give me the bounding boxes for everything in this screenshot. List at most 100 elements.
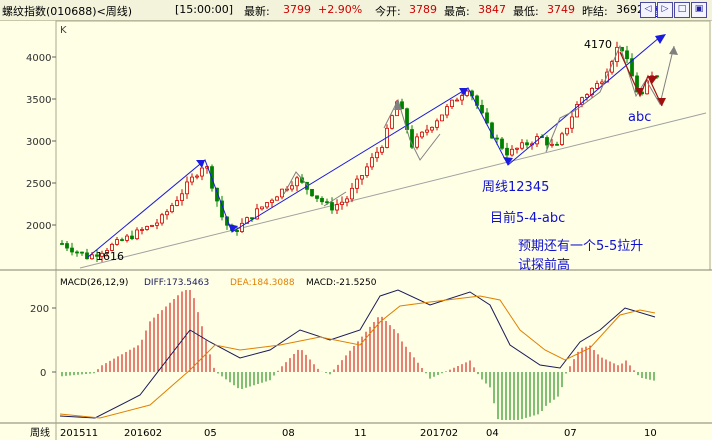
candle-body — [175, 200, 179, 206]
latest-value: 3799 — [283, 3, 311, 16]
current-wave-label: 目前5-4-abc — [490, 210, 565, 226]
candle-body — [495, 137, 499, 140]
x-tick: 08 — [282, 428, 295, 439]
price-panel-frame — [55, 20, 711, 271]
candle-body — [330, 202, 334, 211]
candle-body — [250, 217, 254, 220]
maximize-icon[interactable]: ▣ — [691, 2, 707, 18]
candle-body — [225, 216, 229, 226]
x-tick: 04 — [486, 428, 499, 439]
candle-body — [160, 214, 164, 224]
candle-body — [625, 50, 629, 60]
candle-body — [630, 58, 634, 77]
candle-body — [295, 177, 299, 187]
macd-y-tick-0: 0 — [40, 368, 46, 379]
low-label: 最低: — [513, 5, 539, 18]
macd-params: MACD(26,12,9) — [60, 278, 128, 288]
candle-body — [85, 252, 89, 260]
k-label: K — [60, 25, 67, 36]
candle-body — [270, 199, 274, 203]
candle-body — [510, 148, 514, 156]
candle-body — [290, 185, 294, 190]
candle-body — [350, 187, 354, 200]
wave-arrow-2 — [228, 224, 238, 232]
candle-body — [140, 229, 144, 231]
candle-body — [555, 143, 559, 146]
candle-body — [335, 204, 339, 211]
candle-body — [275, 196, 279, 201]
macd-diff-label: DIFF:173.5463 — [144, 278, 209, 288]
candle-body — [340, 201, 344, 205]
candle-body — [485, 112, 489, 124]
instrument-title: 螺纹指数(010688)<周线) — [2, 5, 133, 18]
abc-arrow-b — [648, 76, 658, 84]
candle-body — [260, 206, 264, 210]
candle-body — [545, 137, 549, 146]
candle-body — [325, 201, 329, 204]
candle-body — [455, 99, 459, 102]
x-axis: 周线 201511 201602 05 08 11 201702 04 07 1… — [30, 426, 657, 439]
candle-body — [70, 247, 74, 253]
y-tick-2000: 2000 — [26, 221, 51, 232]
high-value: 3847 — [478, 3, 506, 16]
wave-12345-label: 周线12345 — [482, 180, 549, 195]
quote-header: 螺纹指数(010688)<周线) [15:00:00] 最新: 3799 +2.… — [0, 0, 712, 21]
candle-body — [265, 202, 269, 208]
x-tick: 201511 — [60, 428, 98, 439]
open-value: 3789 — [409, 3, 437, 16]
restore-icon[interactable]: □ — [674, 2, 690, 18]
candle-body — [80, 251, 84, 254]
candle-body — [280, 188, 284, 198]
candle-body — [365, 166, 369, 176]
candle-body — [465, 90, 469, 96]
candle-body — [585, 94, 589, 99]
macd-dea-label: DEA:184.3088 — [230, 278, 295, 288]
candle-body — [235, 230, 239, 232]
candle-body — [195, 175, 199, 178]
x-tick: 07 — [564, 428, 577, 439]
x-tick: 201702 — [420, 428, 458, 439]
candle-body — [200, 167, 204, 177]
expectation-label-1: 预期还有一个5-5拉升 — [518, 239, 643, 254]
candle-body — [440, 114, 444, 122]
macd-y-tick-200: 200 — [30, 304, 49, 315]
sub-wave-3 — [383, 98, 441, 161]
candle-body — [145, 226, 149, 230]
candle-body — [565, 127, 569, 135]
candle-body — [90, 254, 94, 260]
sub-arrow — [394, 100, 402, 110]
candle-body — [60, 243, 64, 245]
prev-settle-label: 昨结: — [582, 5, 608, 18]
candle-body — [320, 198, 324, 203]
candle-body — [375, 151, 379, 159]
abc-arrow-a — [635, 88, 644, 96]
candle-body — [105, 250, 109, 254]
macd-histogram — [61, 290, 655, 420]
sub-wave-4 — [545, 44, 675, 153]
wave-lines — [87, 34, 678, 258]
candle-body — [570, 116, 574, 129]
abc-arrow-c — [657, 98, 666, 106]
candle-body — [445, 106, 449, 116]
candle-body — [110, 243, 114, 251]
candle-body — [95, 254, 99, 257]
candle-body — [115, 239, 119, 245]
candle-body — [525, 142, 529, 146]
wave-arrow-1 — [196, 160, 205, 168]
candle-body — [410, 129, 414, 148]
low-value: 3749 — [547, 3, 575, 16]
prev-icon[interactable]: ◁ — [640, 2, 656, 18]
candle-body — [425, 129, 429, 133]
next-icon[interactable]: ▷ — [657, 2, 673, 18]
y-tick-3000: 3000 — [26, 137, 51, 148]
expectation-label-2: 试探前高 — [518, 257, 570, 273]
x-tick: 201602 — [124, 428, 162, 439]
x-axis-period-label: 周线 — [30, 426, 50, 439]
wave-arrow-5 — [655, 34, 666, 44]
price-y-axis: 4000 3500 3000 2500 2000 — [26, 53, 56, 232]
candle-body — [360, 175, 364, 180]
candle-body — [635, 75, 639, 93]
sub-wave-1 — [283, 171, 309, 195]
candle-body — [595, 83, 599, 89]
